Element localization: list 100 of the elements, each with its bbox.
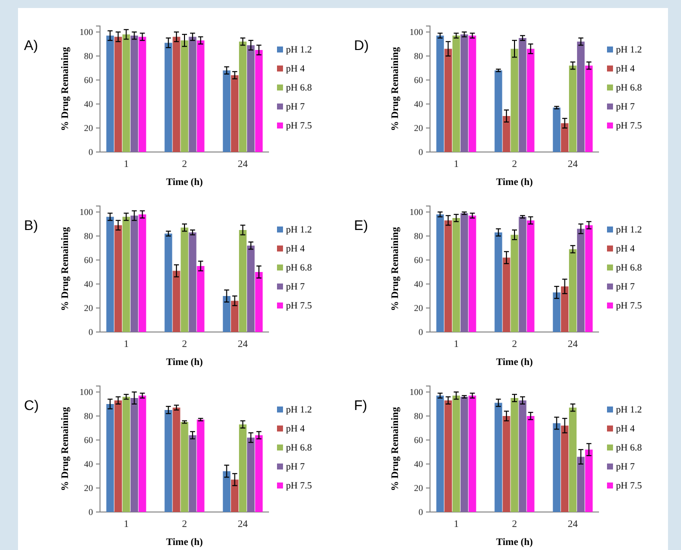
bar (106, 36, 114, 152)
bar (255, 272, 263, 332)
y-tick-label: 100 (410, 26, 424, 37)
legend-label: pH 6.8 (616, 444, 642, 454)
y-tick-label: 60 (84, 74, 94, 85)
y-tick-label: 100 (410, 386, 424, 397)
bar (172, 36, 180, 152)
bar (238, 424, 247, 512)
bar (468, 36, 476, 152)
bar (164, 234, 172, 332)
x-tick-label: 24 (568, 519, 578, 530)
bar (164, 42, 172, 152)
legend-label: pH 4 (616, 244, 635, 254)
y-tick-label: 80 (414, 230, 424, 241)
legend-label: pH 4 (286, 244, 305, 254)
y-tick-label: 0 (88, 506, 94, 517)
bar (518, 216, 526, 332)
bar (222, 471, 230, 512)
legend-label: pH 6.8 (286, 84, 312, 94)
bar (460, 34, 468, 152)
legend-label: pH 1.2 (286, 406, 312, 416)
bar (238, 42, 247, 152)
y-tick-label: 20 (414, 482, 424, 493)
legend-label: pH 4 (286, 424, 305, 434)
bar (255, 435, 263, 512)
bar (494, 402, 502, 512)
legend-label: pH 6.8 (286, 444, 312, 454)
legend-label: pH 7 (616, 462, 635, 472)
x-tick-label: 1 (454, 159, 459, 170)
bar (122, 396, 130, 512)
text: A) (24, 37, 38, 53)
bar (122, 34, 130, 152)
y-tick-label: 100 (410, 206, 424, 217)
y-tick-label: 20 (84, 482, 94, 493)
x-tick-label: 2 (512, 519, 517, 530)
bar (560, 426, 569, 512)
x-tick-label: 2 (182, 339, 187, 350)
y-tick-label: 0 (418, 146, 424, 157)
legend-label: pH 7 (286, 282, 305, 292)
bar (494, 232, 502, 332)
legend-label: pH 4 (616, 424, 635, 434)
y-tick-label: 20 (414, 122, 424, 133)
legend-label: pH 7 (616, 282, 635, 292)
legend-label: pH 7 (286, 102, 305, 112)
bar (502, 416, 510, 512)
bar (230, 300, 239, 332)
bar (122, 216, 130, 332)
y-tick-label: 40 (84, 98, 94, 109)
bar (138, 396, 146, 512)
legend-label: pH 1.2 (616, 46, 642, 56)
y-tick-label: 80 (84, 230, 94, 241)
bar (552, 292, 560, 332)
x-tick-label: 1 (454, 339, 459, 350)
bar (444, 400, 452, 512)
legend-label: pH 1.2 (616, 226, 642, 236)
y-tick-label: 20 (84, 302, 94, 313)
bar (130, 216, 138, 332)
bar (196, 266, 204, 332)
bar (138, 36, 146, 152)
y-tick-label: 60 (414, 254, 424, 265)
bar (114, 36, 122, 152)
bar (577, 228, 585, 332)
y-tick-label: 80 (84, 410, 94, 421)
bar (230, 480, 239, 512)
legend-label: pH 7.5 (286, 302, 312, 312)
legend-label: pH 7 (286, 462, 305, 472)
bar (188, 435, 196, 512)
bar (577, 456, 585, 512)
x-tick-label: 2 (512, 339, 517, 350)
bar (552, 108, 560, 152)
y-axis-title: % Drug Remaining (390, 227, 401, 311)
bar (452, 396, 460, 512)
bar (444, 220, 452, 332)
x-tick-label: 24 (238, 339, 248, 350)
bar (230, 75, 239, 152)
y-tick-label: 40 (84, 458, 94, 469)
x-tick-label: 1 (454, 519, 459, 530)
y-tick-label: 80 (84, 50, 94, 61)
legend-label: pH 1.2 (286, 226, 312, 236)
y-tick-label: 0 (88, 146, 94, 157)
legend-label: pH 4 (286, 64, 305, 74)
bar (247, 438, 255, 512)
bar (436, 214, 444, 332)
bar (114, 400, 122, 512)
bar (436, 396, 444, 512)
x-axis-title: Time (h) (166, 537, 203, 548)
bar (518, 400, 526, 512)
bar (164, 410, 172, 512)
y-tick-label: 20 (84, 122, 94, 133)
x-tick-label: 24 (238, 159, 248, 170)
bar (460, 213, 468, 332)
text: E) (354, 217, 368, 233)
legend-label: pH 7.5 (286, 482, 312, 492)
bar (106, 216, 114, 332)
bar (106, 404, 114, 512)
bar (444, 48, 452, 152)
y-axis-title: % Drug Remaining (390, 407, 401, 491)
y-axis-title: % Drug Remaining (60, 407, 71, 491)
x-tick-label: 1 (124, 159, 129, 170)
y-tick-label: 0 (88, 326, 94, 337)
